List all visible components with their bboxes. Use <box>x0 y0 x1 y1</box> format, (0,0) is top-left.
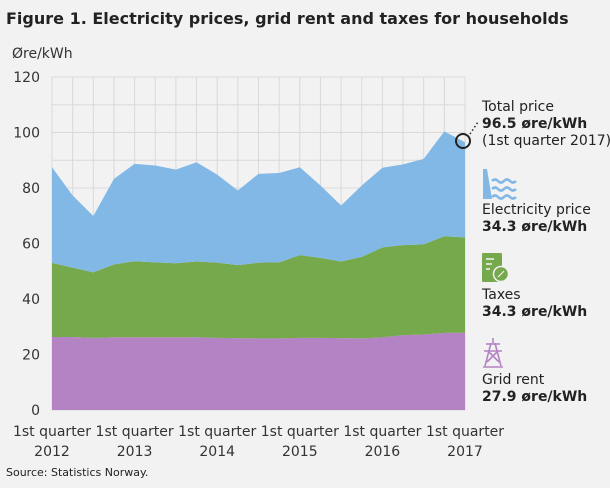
y-tick-label: 20 <box>22 348 40 364</box>
grid-rent-label: Grid rent <box>482 372 545 388</box>
x-tick-label: 1st quarter <box>261 424 339 440</box>
total-price-label: Total price <box>481 99 554 115</box>
total-price-note: (1st quarter 2017) <box>482 133 610 149</box>
x-tick-label-year: 2013 <box>117 444 153 460</box>
y-tick-label: 40 <box>22 292 40 308</box>
tax-document-icon <box>482 253 510 283</box>
source-note: Source: Statistics Norway. <box>6 466 148 479</box>
x-tick-label: 1st quarter <box>13 424 91 440</box>
y-tick-label: 0 <box>31 403 40 419</box>
y-axis-ticks: 0 20 40 60 80 100 120 <box>13 70 40 419</box>
power-pylon-icon <box>483 338 503 368</box>
x-tick-label-year: 2016 <box>365 444 401 460</box>
y-tick-label: 60 <box>22 237 40 253</box>
taxes-value: 34.3 øre/kWh <box>482 304 587 320</box>
x-tick-label-year: 2015 <box>282 444 318 460</box>
x-axis-ticks: 1st quarter 2012 1st quarter 2013 1st quarte… <box>13 424 504 460</box>
y-tick-label: 100 <box>13 126 40 142</box>
x-tick-label-year: 2017 <box>447 444 483 460</box>
x-tick-label: 1st quarter <box>426 424 504 440</box>
y-axis-label: Øre/kWh <box>12 46 73 62</box>
x-tick-label: 1st quarter <box>178 424 256 440</box>
electricity-price-label: Electricity price <box>482 202 591 218</box>
chart-title: Figure 1. Electricity prices, grid rent … <box>6 9 569 28</box>
total-price-marker <box>455 133 471 149</box>
total-price-leader <box>469 121 479 135</box>
hydropower-icon <box>483 169 517 200</box>
grid-rent-value: 27.9 øre/kWh <box>482 389 587 405</box>
total-price-value: 96.5 øre/kWh <box>482 116 587 132</box>
areas <box>52 131 465 410</box>
y-tick-label: 80 <box>22 181 40 197</box>
x-tick-label: 1st quarter <box>343 424 421 440</box>
area-taxes <box>52 236 465 339</box>
area-grid-rent <box>52 332 465 410</box>
x-tick-label: 1st quarter <box>96 424 174 440</box>
y-tick-label: 120 <box>13 70 40 86</box>
area-electricity-price <box>52 131 465 273</box>
x-tick-label-year: 2014 <box>199 444 235 460</box>
taxes-label: Taxes <box>481 287 521 303</box>
x-tick-label-year: 2012 <box>34 444 70 460</box>
electricity-price-value: 34.3 øre/kWh <box>482 219 587 235</box>
